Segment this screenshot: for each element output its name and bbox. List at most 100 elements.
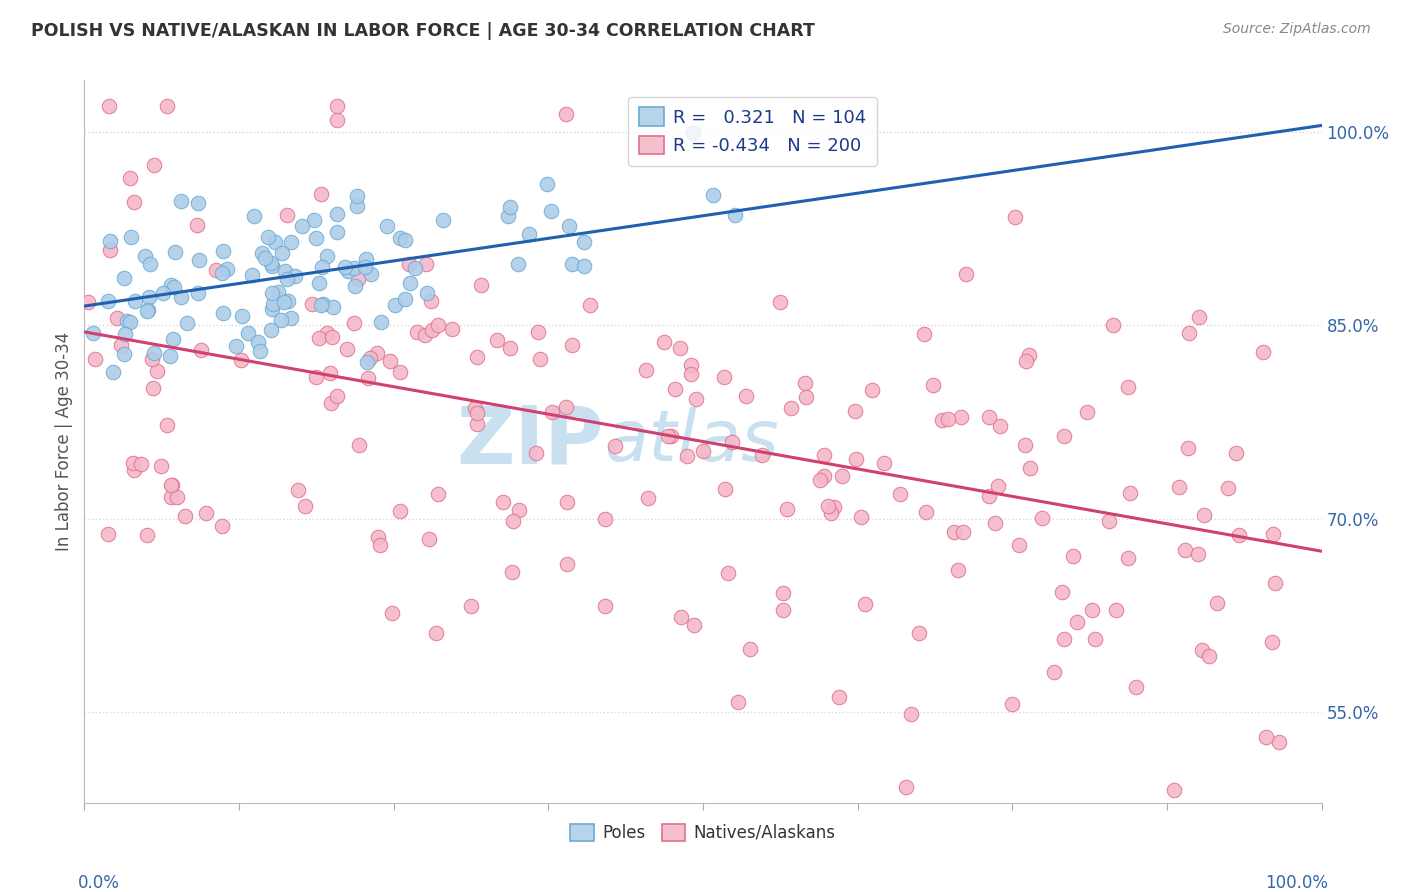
Point (496, 210, 519, 224)
Point (366, 346, 388, 360)
Point (671, 610, 693, 624)
Point (276, 209, 298, 223)
Point (853, 597, 876, 611)
Point (187, 196, 209, 211)
Text: 0.0%: 0.0% (79, 874, 120, 892)
Point (115, 314, 138, 328)
Point (1188, 310, 1211, 324)
Point (98, 243, 121, 257)
Point (1227, 528, 1250, 542)
Point (149, 458, 172, 473)
Point (344, 279, 367, 293)
Point (260, 323, 283, 337)
Point (326, 113, 349, 128)
Point (501, 565, 523, 579)
Point (160, 477, 183, 491)
Point (112, 347, 135, 361)
Text: 100.0%: 100.0% (1265, 874, 1327, 892)
Point (163, 279, 186, 293)
Point (110, 337, 132, 351)
Point (977, 489, 1000, 503)
Point (907, 626, 929, 640)
Point (159, 349, 181, 363)
Point (335, 260, 357, 274)
Point (291, 219, 314, 233)
Point (769, 295, 792, 310)
Point (813, 469, 835, 483)
Point (418, 532, 440, 546)
Point (828, 690, 851, 705)
Point (388, 364, 411, 378)
Point (82, 326, 104, 340)
Point (114, 326, 136, 341)
Point (794, 390, 817, 404)
Point (305, 231, 328, 245)
Point (1163, 783, 1185, 797)
Point (378, 354, 401, 368)
Point (1105, 603, 1128, 617)
Point (572, 235, 595, 250)
Point (1043, 665, 1066, 680)
Point (1053, 632, 1076, 646)
Point (346, 272, 368, 286)
Point (135, 527, 157, 541)
Point (1015, 354, 1038, 368)
Point (160, 278, 183, 293)
Point (211, 519, 233, 533)
Point (900, 706, 922, 721)
Point (419, 294, 441, 309)
Point (524, 446, 547, 460)
Point (555, 557, 578, 571)
Point (326, 207, 349, 221)
Point (360, 267, 382, 281)
Point (979, 409, 1001, 424)
Point (1008, 538, 1031, 552)
Point (915, 505, 938, 519)
Point (381, 606, 404, 620)
Point (394, 233, 416, 247)
Point (720, 435, 742, 450)
Point (936, 411, 959, 425)
Point (420, 323, 443, 337)
Point (845, 451, 868, 466)
Point (134, 249, 156, 263)
Point (276, 271, 298, 285)
Point (1174, 543, 1197, 558)
Point (357, 371, 380, 385)
Point (163, 244, 186, 259)
Point (1018, 460, 1040, 475)
Point (309, 298, 332, 312)
Point (277, 294, 299, 309)
Point (270, 313, 292, 327)
Point (432, 213, 454, 227)
Point (1014, 438, 1036, 452)
Point (389, 231, 412, 245)
Point (194, 506, 217, 520)
Point (367, 530, 389, 544)
Point (136, 304, 159, 318)
Point (685, 392, 707, 407)
Point (190, 343, 212, 357)
Point (1191, 642, 1213, 657)
Point (398, 257, 420, 271)
Point (260, 301, 283, 316)
Point (1125, 680, 1147, 694)
Point (1260, 635, 1282, 649)
Point (160, 477, 183, 491)
Point (1216, 481, 1239, 495)
Point (274, 264, 297, 278)
Point (270, 246, 292, 260)
Point (849, 510, 872, 524)
Point (243, 209, 266, 223)
Point (425, 626, 447, 640)
Point (76, 294, 98, 309)
Point (139, 257, 162, 271)
Point (831, 468, 853, 483)
Point (337, 264, 360, 278)
Point (793, 376, 815, 390)
Point (1116, 380, 1139, 394)
Point (1119, 486, 1142, 500)
Point (413, 327, 436, 342)
Point (717, 566, 740, 580)
Point (146, 364, 169, 378)
